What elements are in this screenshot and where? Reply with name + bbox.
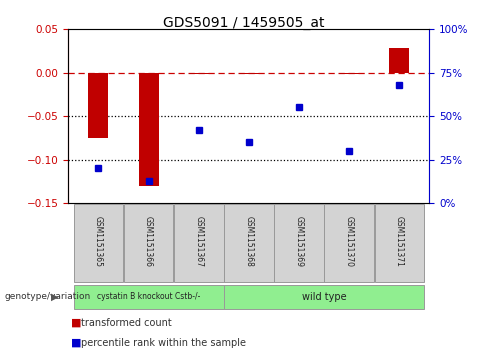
FancyBboxPatch shape — [374, 204, 424, 282]
Text: ▶: ▶ — [51, 292, 59, 302]
Text: GSM1151368: GSM1151368 — [244, 216, 253, 267]
Text: percentile rank within the sample: percentile rank within the sample — [81, 338, 245, 348]
FancyBboxPatch shape — [325, 204, 374, 282]
FancyBboxPatch shape — [224, 204, 274, 282]
Bar — [88, 73, 108, 138]
Bar — [189, 73, 209, 74]
Bar — [139, 73, 159, 186]
FancyBboxPatch shape — [174, 204, 224, 282]
Text: genotype/variation: genotype/variation — [5, 292, 91, 301]
Text: ■: ■ — [71, 318, 81, 328]
Bar — [239, 73, 259, 74]
Text: GSM1151366: GSM1151366 — [144, 216, 153, 267]
Bar — [339, 73, 359, 74]
Bar — [389, 48, 409, 73]
Text: GDS5091 / 1459505_at: GDS5091 / 1459505_at — [163, 16, 325, 30]
Text: wild type: wild type — [302, 292, 346, 302]
Text: GSM1151367: GSM1151367 — [194, 216, 203, 267]
FancyBboxPatch shape — [124, 204, 173, 282]
FancyBboxPatch shape — [224, 285, 424, 309]
Text: GSM1151371: GSM1151371 — [395, 216, 404, 267]
Text: cystatin B knockout Cstb-/-: cystatin B knockout Cstb-/- — [97, 292, 200, 301]
FancyBboxPatch shape — [74, 204, 123, 282]
Text: GSM1151369: GSM1151369 — [295, 216, 304, 267]
Text: GSM1151370: GSM1151370 — [345, 216, 354, 267]
Text: GSM1151365: GSM1151365 — [94, 216, 103, 267]
Text: ■: ■ — [71, 338, 81, 348]
Text: transformed count: transformed count — [81, 318, 171, 328]
FancyBboxPatch shape — [74, 285, 224, 309]
FancyBboxPatch shape — [274, 204, 324, 282]
